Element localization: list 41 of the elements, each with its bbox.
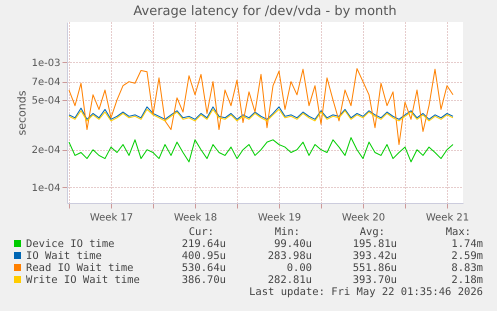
text: Cur:	[188, 226, 214, 238]
text: 530.64u	[182, 262, 226, 274]
x-tick-label: Week 20	[342, 212, 386, 224]
x-tick-label: Week 19	[258, 212, 302, 224]
text: 1.74m	[451, 238, 483, 250]
text: 551.86u	[352, 262, 397, 274]
y-tick-label: 5e-04	[32, 95, 60, 106]
line-series	[68, 108, 454, 122]
text: 393.42u	[352, 250, 397, 262]
text: 0.00	[286, 262, 312, 274]
legend-label: Write IO Wait time	[26, 274, 140, 286]
text: 2.18m	[451, 274, 483, 286]
y-tick-label: 1e-03	[32, 58, 60, 69]
text: Max:	[446, 226, 471, 238]
y-tick-label: 1e-04	[32, 182, 60, 194]
text: 386.70u	[182, 274, 226, 286]
text: 2.59m	[451, 250, 483, 262]
text: 195.81u	[352, 238, 397, 250]
text: 99.40u	[274, 238, 312, 250]
x-tick-label: Week 18	[174, 212, 218, 224]
legend-label: IO Wait time	[26, 250, 102, 262]
x-tick-label: Week 17	[90, 212, 134, 224]
line-series	[68, 68, 454, 146]
text: 8.83m	[451, 262, 483, 274]
text: 282.81u	[268, 274, 312, 286]
legend-label: Device IO time	[26, 238, 115, 250]
text: 219.64u	[182, 238, 226, 250]
chart-title: Average latency for /dev/vda - by month	[133, 4, 397, 19]
line-series	[68, 106, 454, 120]
text: Avg:	[360, 226, 385, 238]
line-series	[68, 137, 454, 162]
legend-label: Read IO Wait time	[26, 262, 134, 274]
text: 393.70u	[352, 274, 397, 286]
y-tick-label: 7e-04	[32, 77, 60, 88]
y-axis-title: seconds	[16, 90, 29, 136]
text: 400.95u	[182, 250, 226, 262]
text: Last update: Fri May 22 01:35:46 2026	[249, 286, 483, 298]
text: 283.98u	[268, 250, 312, 262]
y-tick-label: 2e-04	[32, 145, 60, 156]
text: Min:	[274, 226, 300, 238]
x-tick-label: Week 21	[426, 212, 470, 224]
